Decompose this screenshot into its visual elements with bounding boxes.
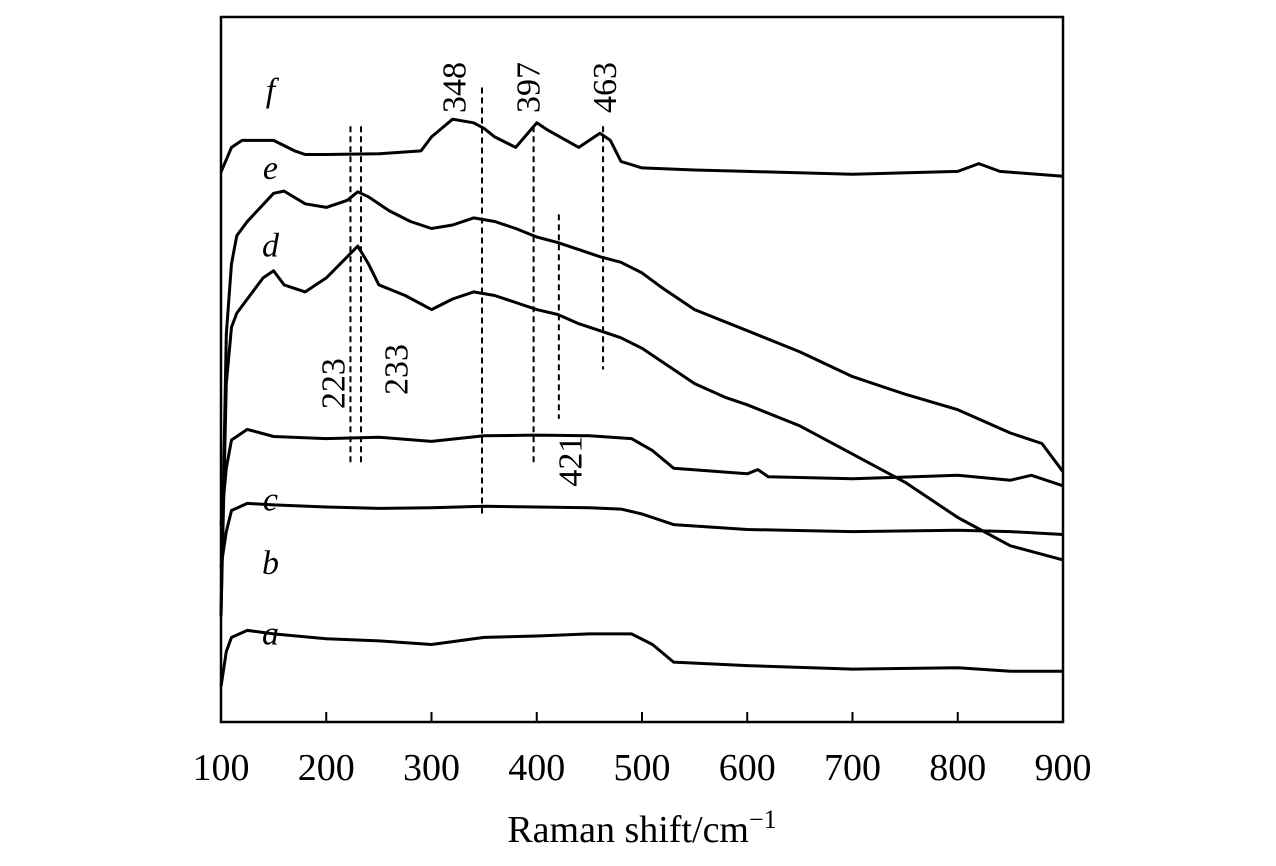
curve-label-e: e [263,150,278,187]
peak-markers [349,87,605,515]
x-tick-label: 700 [824,747,881,789]
spectrum-c [219,427,1064,525]
peak-label-397: 397 [510,62,547,113]
x-tick-label: 800 [929,747,986,789]
curve-label-c: c [263,482,278,519]
x-tick-label: 400 [508,747,565,789]
curve-label-d: d [262,228,280,265]
x-axis-title-superscript: −1 [749,805,777,834]
spectrum-b [219,501,1064,568]
spectra [219,117,1065,688]
x-tick-label: 200 [298,747,355,789]
x-ticks: 100 200 300 400 500 600 700 800 900 [193,712,1092,789]
peak-label-421: 421 [552,436,589,487]
peak-label-463: 463 [587,62,624,113]
spectrum-d [219,244,1064,617]
curve-label-a: a [262,615,279,652]
x-tick-label: 500 [614,747,671,789]
peak-label-233: 233 [379,344,416,395]
peak-label-348: 348 [437,62,474,113]
x-tick-label: 300 [403,747,460,789]
spectrum-f [219,117,1064,178]
spectrum-e [219,189,1065,617]
x-tick-label: 100 [193,747,250,789]
peak-label-223: 223 [316,358,353,409]
curve-labels: abc d e f [262,73,280,653]
peak-labels: 223 233 348 397 463 421 [316,62,625,487]
x-axis-title: Raman shift/cm−1 [507,805,776,851]
curve-label-b: b [262,545,279,582]
spectrum-a [219,628,1063,688]
curve-label-f: f [266,73,280,110]
x-tick-label: 600 [719,747,776,789]
x-tick-label: 900 [1035,747,1092,789]
x-axis-title-text: Raman shift/cm [507,809,749,851]
